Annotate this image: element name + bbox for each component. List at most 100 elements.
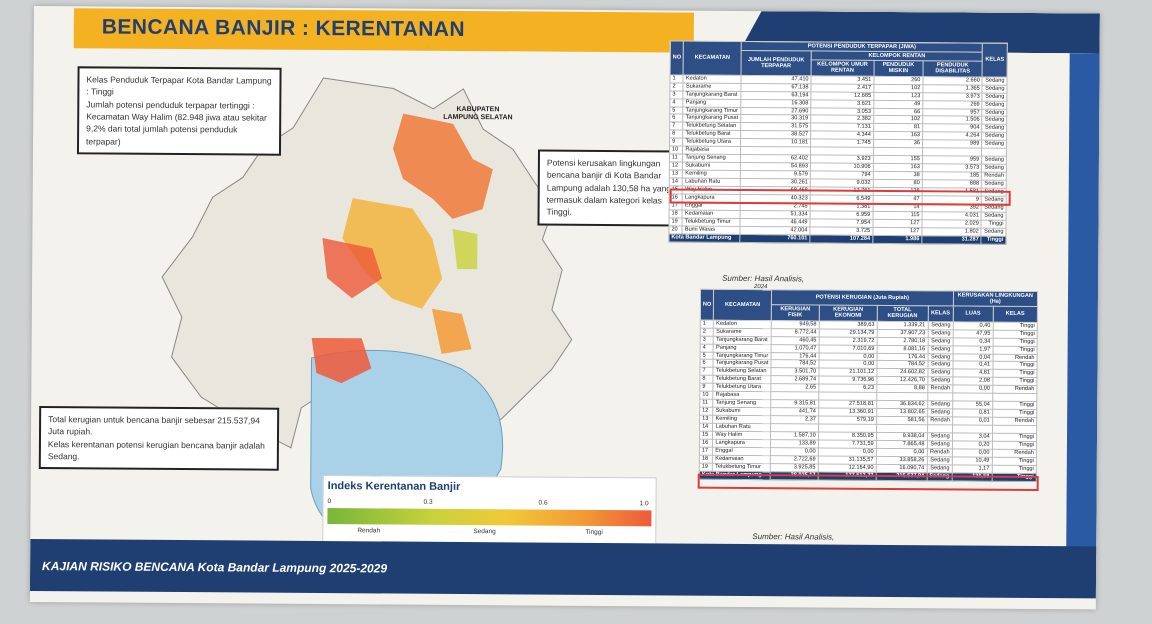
table-cell: Sedang <box>981 156 1007 165</box>
table-cell: 0,01 <box>952 417 993 426</box>
table-cell: 19 <box>699 463 713 472</box>
table-cell: 2,08 <box>952 377 993 386</box>
table-cell <box>952 393 993 402</box>
table-cell: 8 <box>699 375 714 384</box>
table-cell: Tanjungkarang Pusat <box>683 114 741 123</box>
table-cell: Tanjungkarang Barat <box>713 335 772 345</box>
population-info-box: Kelas Penduduk Terpapar Kota Bandar Lamp… <box>76 66 282 156</box>
total-row: Kota Bandar Lampung 760.101 107.284 1.986 31… <box>668 234 1006 245</box>
table-cell: Sedang <box>982 100 1007 109</box>
table-cell: 14 <box>669 178 683 187</box>
table-cell <box>927 393 953 402</box>
table-cell: Sedang <box>927 369 953 378</box>
table-cell: 9 <box>699 383 714 392</box>
col-header: TOTAL KERUGIAN <box>877 305 928 322</box>
table-cell: Enggal <box>712 447 771 456</box>
table-cell: 10,49 <box>952 457 992 466</box>
table-cell: Sedang <box>927 345 953 354</box>
table-cell: 16 <box>699 439 713 448</box>
table-cell: 12 <box>699 407 714 416</box>
table-cell: 2 <box>700 327 714 336</box>
table-cell: Rendah <box>981 172 1007 181</box>
table-cell: Rendah <box>926 449 953 458</box>
table-cell: Rendah <box>927 417 953 426</box>
legend-class: Sedang <box>473 528 496 536</box>
table-cell: Sedang <box>982 76 1008 85</box>
hazard-east <box>431 308 472 354</box>
population-detail-text: Jumlah potensi penduduk terpapar terting… <box>86 98 267 147</box>
table-cell: Sedang <box>982 92 1007 101</box>
table-cell: 7 <box>669 122 684 131</box>
col-header: KELAS <box>927 306 954 322</box>
environment-text: Potensi kerusakan lingkungan bencana ban… <box>546 157 672 218</box>
table-cell: Labuhan Ratu <box>682 178 741 187</box>
table-cell: Sedang <box>982 108 1007 117</box>
legend-title: Indeks Kerentanan Banjir <box>327 480 461 493</box>
table-cell: 0,81 <box>952 409 993 418</box>
loss-total-text: Total kerugian untuk bencana banjir sebe… <box>47 414 260 437</box>
legend-class: Tinggi <box>585 528 603 536</box>
table-cell: Sedang <box>927 433 953 442</box>
population-class-text: Kelas Penduduk Terpapar Kota Bandar Lamp… <box>86 74 272 97</box>
table-cell: Sedang <box>981 140 1007 149</box>
table-cell: Sedang <box>981 228 1006 237</box>
table-cell: Sedang <box>982 84 1007 93</box>
population-exposure-table: NO KECAMATAN POTENSI PENDUDUK TERPAPAR (… <box>668 40 1008 246</box>
table-cell: Sedang <box>927 361 953 370</box>
table-cell: 0,41 <box>952 361 993 370</box>
table-cell: Rendah <box>927 385 953 394</box>
table-cell: Sukarame <box>683 82 741 91</box>
table-cell: Sedang <box>981 212 1007 221</box>
side-stripe <box>1066 53 1100 554</box>
page-title: BENCANA BANJIR : KERENTANAN <box>101 15 466 42</box>
table-cell: Sedang <box>926 457 953 466</box>
table-cell: Kedaton <box>683 74 741 83</box>
table-cell: 55,04 <box>952 401 993 410</box>
table-cell: 1,17 <box>951 465 992 474</box>
table-cell: 4 <box>700 343 714 352</box>
table-cell: Sedang <box>926 465 953 474</box>
table-cell: 12 <box>669 162 683 171</box>
table-cell: 4 <box>669 98 684 107</box>
table-cell <box>981 148 1007 157</box>
legend-tick: 1.0 <box>639 500 649 508</box>
table-cell: 10 <box>699 391 714 400</box>
col-header: KELOMPOK UMUR RENTAN <box>811 60 874 76</box>
table-cell: Telukbetung Barat <box>682 130 741 139</box>
table-cell: Kedamaian <box>682 210 741 219</box>
table-cell: 15 <box>699 431 713 440</box>
table-cell: Telukbetung Timur <box>712 463 771 472</box>
table-cell: 11 <box>669 154 683 163</box>
table-cell: Sedang <box>981 132 1007 141</box>
region-label-line2: LAMPUNG SELATAN <box>443 114 513 122</box>
table-cell: Labuhan Ratu <box>712 423 771 432</box>
table-cell: Bumi Waras <box>682 226 740 235</box>
table-cell: 1 <box>669 74 684 83</box>
col-header: NO <box>700 289 714 320</box>
loss-class-text: Kelas kerentanan potensi kerugian bencan… <box>47 438 265 462</box>
table-cell: 0,00 <box>952 449 993 458</box>
way-halim-highlight <box>669 188 1012 206</box>
table-cell: 0,34 <box>952 337 993 346</box>
table-cell: 18 <box>669 210 683 219</box>
table-cell: Enggal <box>682 202 741 211</box>
table-cell: Sedang <box>981 124 1007 133</box>
hazard-south <box>311 337 372 384</box>
col-header: NO <box>670 40 684 75</box>
total-cell: 107.284 <box>809 235 873 244</box>
table-cell: Way Halim <box>712 431 771 440</box>
table-cell: Tinggi <box>981 220 1007 229</box>
table-cell: 0,20 <box>952 441 993 450</box>
hazard-medium-center <box>342 198 443 309</box>
table-cell: Telukbetung Timur <box>682 218 740 227</box>
table2-source: Sumber: Hasil Analisis, <box>752 532 835 542</box>
col-header: PENDUDUK MISKIN <box>873 60 924 77</box>
table-cell: 13 <box>699 415 714 424</box>
footer-text: KAJIAN RISIKO BENCANA Kota Bandar Lampun… <box>42 559 388 576</box>
total-loss-highlight <box>698 474 1040 491</box>
slide: BENCANA BANJIR : KERENTANAN KABUPATEN LA… <box>29 6 1100 610</box>
table-cell: 3 <box>700 335 714 344</box>
table-cell: Sedang <box>981 180 1007 189</box>
table-cell <box>927 425 953 434</box>
table-cell: 3,04 <box>952 433 993 442</box>
